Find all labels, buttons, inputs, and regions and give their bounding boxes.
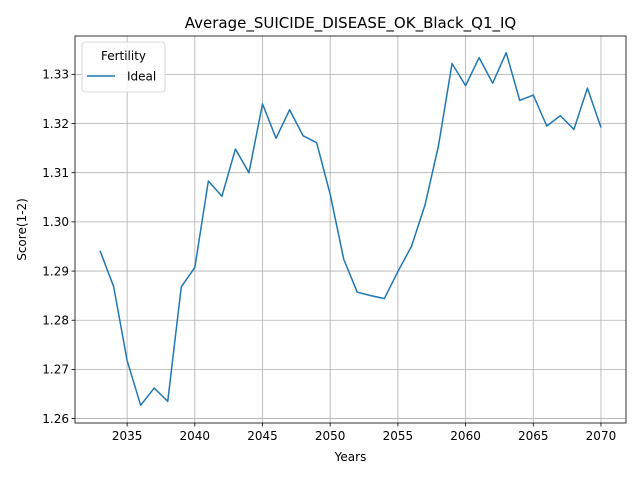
y-tick-label: 1.31 bbox=[42, 166, 69, 180]
x-tick-label: 2055 bbox=[383, 429, 414, 443]
x-tick-label: 2065 bbox=[518, 429, 549, 443]
grid-layer bbox=[75, 36, 626, 423]
x-tick-label: 2035 bbox=[112, 429, 143, 443]
legend-box bbox=[81, 41, 166, 93]
tick-layer: 2035 2040 2045 2050 2055 2060 2065 2070 1.26 1.27… bbox=[42, 68, 616, 443]
x-tick-label: 2050 bbox=[315, 429, 346, 443]
legend-label-ideal: Ideal bbox=[127, 70, 156, 84]
y-tick-label: 1.27 bbox=[42, 363, 69, 377]
y-tick-label: 1.33 bbox=[42, 68, 69, 82]
x-tick-label: 2060 bbox=[450, 429, 481, 443]
x-tick-label: 2070 bbox=[586, 429, 617, 443]
legend-title: Fertility bbox=[101, 49, 146, 63]
y-tick-label: 1.32 bbox=[42, 117, 69, 131]
x-axis-label: Years bbox=[334, 450, 367, 464]
series-line-ideal bbox=[99, 51, 602, 407]
legend: Fertility Ideal bbox=[81, 41, 166, 93]
y-axis-label: Score(1-2) bbox=[15, 198, 29, 261]
x-tick-label: 2040 bbox=[180, 429, 211, 443]
plot-frame bbox=[74, 35, 627, 424]
y-tick-label: 1.26 bbox=[42, 412, 69, 426]
x-tick-label: 2045 bbox=[247, 429, 278, 443]
y-tick-label: 1.30 bbox=[42, 215, 69, 229]
y-tick-label: 1.28 bbox=[42, 314, 69, 328]
series-layer bbox=[99, 51, 602, 407]
y-tick-label: 1.29 bbox=[42, 264, 69, 278]
chart-title: Average_SUICIDE_DISEASE_OK_Black_Q1_IQ bbox=[185, 14, 517, 33]
